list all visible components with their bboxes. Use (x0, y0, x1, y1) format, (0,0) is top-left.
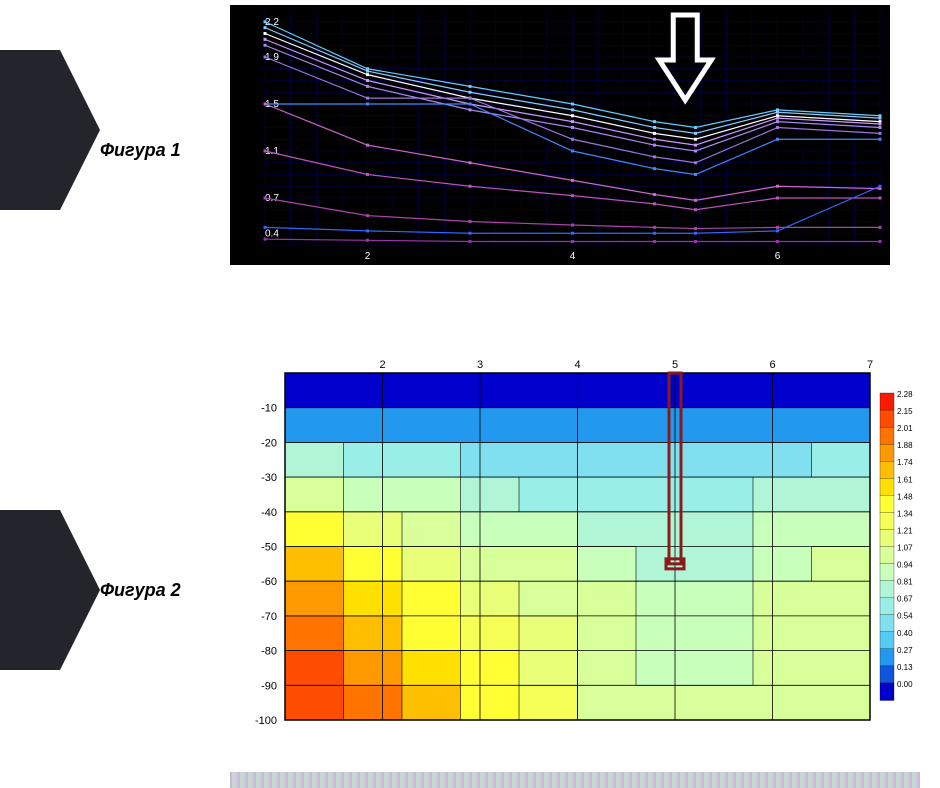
figure-1-label: Фигура 1 (100, 140, 181, 161)
svg-text:1.34: 1.34 (897, 509, 913, 518)
figure-2-chart: 2 3 4 5 6 7 -10 -20 -30 -40 -50 -60 -70 -80 -90 -100 2.2… (230, 355, 940, 725)
noise-strip (230, 772, 920, 788)
svg-text:-80: -80 (261, 646, 277, 658)
svg-text:0.40: 0.40 (897, 629, 913, 638)
svg-text:-90: -90 (261, 680, 277, 692)
heatmap-svg: 2 3 4 5 6 7 -10 -20 -30 -40 -50 -60 -70 -80 -90 -100 2.2… (230, 355, 930, 725)
svg-text:2: 2 (379, 359, 385, 371)
svg-text:4: 4 (570, 251, 576, 262)
svg-text:3: 3 (477, 359, 483, 371)
figure-2-label: Фигура 2 (100, 580, 181, 601)
svg-text:-50: -50 (261, 542, 277, 554)
svg-text:1.88: 1.88 (897, 441, 913, 450)
svg-text:-100: -100 (255, 715, 277, 725)
svg-text:0.54: 0.54 (897, 612, 913, 621)
svg-text:7: 7 (867, 359, 873, 371)
svg-text:6: 6 (769, 359, 775, 371)
svg-text:2.28: 2.28 (897, 390, 913, 399)
svg-text:-30: -30 (261, 472, 277, 484)
hexagon-decor (0, 510, 100, 670)
svg-text:-60: -60 (261, 576, 277, 588)
svg-text:0.81: 0.81 (897, 578, 913, 587)
svg-text:4: 4 (574, 359, 580, 371)
svg-text:2.15: 2.15 (897, 407, 913, 416)
svg-text:5: 5 (672, 359, 678, 371)
svg-text:1.48: 1.48 (897, 492, 913, 501)
svg-text:1.61: 1.61 (897, 475, 913, 484)
svg-text:2: 2 (365, 251, 371, 262)
svg-text:0.4: 0.4 (265, 228, 279, 239)
figure-1-label-wrap: Фигура 1 (0, 0, 230, 270)
svg-text:-10: -10 (261, 403, 277, 415)
figure-1-row: Фигура 1 2460.40.71.11.51.92.2 (0, 0, 940, 270)
figure-2-label-wrap: Фигура 2 (0, 350, 230, 730)
svg-text:1.07: 1.07 (897, 544, 913, 553)
svg-text:0.94: 0.94 (897, 561, 913, 570)
svg-text:0.00: 0.00 (897, 680, 913, 689)
svg-text:2.01: 2.01 (897, 424, 913, 433)
svg-text:0.67: 0.67 (897, 595, 913, 604)
svg-text:1.21: 1.21 (897, 526, 913, 535)
svg-text:1.74: 1.74 (897, 458, 913, 467)
svg-text:6: 6 (775, 251, 781, 262)
svg-text:0.27: 0.27 (897, 646, 913, 655)
hexagon-decor (0, 50, 100, 210)
svg-text:-20: -20 (261, 437, 277, 449)
svg-text:-70: -70 (261, 611, 277, 623)
svg-text:0.13: 0.13 (897, 663, 913, 672)
figure-1-chart: 2460.40.71.11.51.92.2 (230, 5, 940, 265)
svg-text:-40: -40 (261, 507, 277, 519)
line-chart-svg: 2460.40.71.11.51.92.2 (230, 5, 890, 265)
figure-2-row: Фигура 2 2 3 4 5 6 7 -10 -20 -30 -40 -50 -60 -70 -80 -… (0, 350, 940, 730)
